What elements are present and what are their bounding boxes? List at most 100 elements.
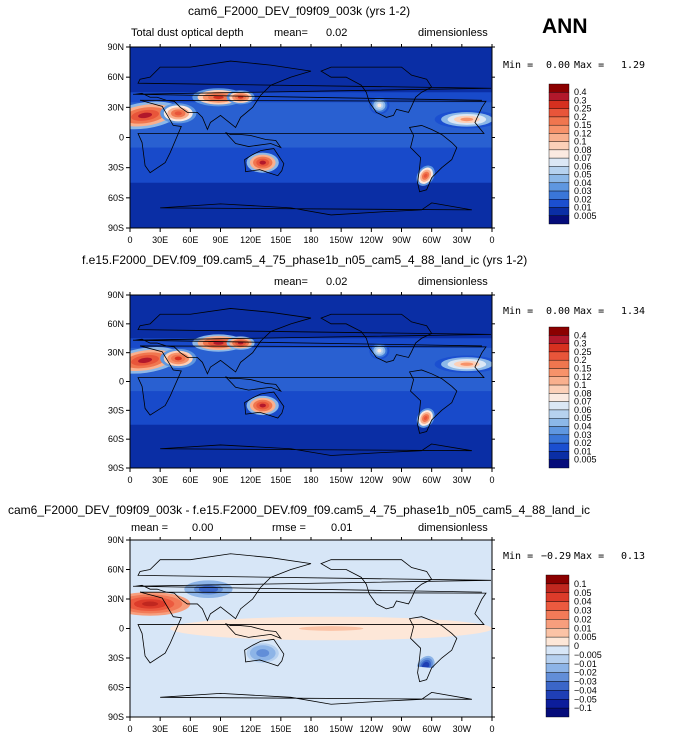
field-contour (138, 112, 153, 119)
coastline (225, 623, 282, 640)
colorbar-label: 0.01 (574, 623, 592, 633)
panel-1-mean-label: mean= (274, 27, 308, 39)
colorbar-swatch (545, 592, 570, 602)
colorbar-label: 0.2 (574, 355, 587, 365)
x-tick-label: 30W (453, 724, 472, 734)
colorbar-swatch (548, 426, 570, 436)
coastline (225, 132, 282, 149)
x-tick-label: 60E (182, 235, 198, 245)
x-tick-label: 30W (453, 475, 472, 485)
panel-2-units: dimensionless (418, 276, 488, 288)
colorbar-label: 0.07 (574, 153, 592, 163)
colorbar-swatch (545, 636, 570, 647)
colorbar-label: −0.04 (574, 685, 597, 695)
colorbar-label: 0.4 (574, 330, 587, 340)
colorbar-swatch (548, 207, 570, 216)
map-panel-3: 0 30E 60E 90E 120E 150E 180 150W 120W 90W 60W 30W 09… (107, 535, 495, 734)
x-tick-label: 120E (240, 724, 261, 734)
y-tick-label: 30S (108, 405, 124, 415)
field-contour (174, 111, 182, 116)
colorbar-swatch (545, 619, 570, 629)
colorbar-label: 0.005 (574, 632, 597, 642)
colorbar-label: 0.3 (574, 95, 587, 105)
map-field (130, 308, 492, 456)
x-tick-label: 60W (422, 724, 441, 734)
colorbar-label: 0.06 (574, 161, 592, 171)
x-tick-label: 180 (303, 475, 318, 485)
coastline (137, 591, 487, 664)
colorbar-swatch (545, 699, 570, 709)
x-tick-label: 0 (489, 235, 494, 245)
colorbar-label: −0.02 (574, 668, 597, 678)
colorbar-label: 0.01 (574, 203, 592, 213)
y-tick-label: 0 (119, 133, 124, 143)
x-tick-label: 150E (270, 475, 291, 485)
colorbar-swatch (548, 83, 570, 93)
coastline (320, 313, 433, 363)
field-contour (237, 341, 244, 345)
x-tick-label: 60W (422, 235, 441, 245)
colorbar-swatch (545, 645, 570, 656)
colorbar-swatch (545, 672, 570, 682)
colorbar-swatch (548, 100, 570, 109)
x-tick-label: 0 (127, 475, 132, 485)
colorbar-swatch (548, 174, 570, 184)
colorbar-label: 0.15 (574, 120, 592, 130)
panel-2-max-label: Max = (574, 306, 605, 317)
colorbar-label: 0.05 (574, 588, 592, 598)
y-tick-label: 60S (108, 193, 124, 203)
field-contour (237, 95, 244, 99)
map-field (130, 553, 492, 705)
colorbar-label: 0.05 (574, 170, 592, 180)
colorbar-swatch (545, 663, 570, 673)
colorbar-label: 0.04 (574, 422, 592, 432)
colorbar-label: 0.1 (574, 380, 587, 390)
x-tick-label: 120W (360, 475, 384, 485)
colorbar-swatch (545, 681, 570, 691)
coastline (160, 202, 472, 216)
panel-3-mean-label: mean = (131, 522, 168, 534)
x-tick-label: 90E (212, 724, 228, 734)
colorbar-swatch (545, 601, 570, 611)
map-panel-2: 0 30E 60E 90E 120E 150E 180 150W 120W 90W 60W 30W 09… (107, 290, 495, 485)
y-tick-label: 90N (107, 290, 124, 300)
colorbar-swatch (548, 368, 570, 377)
y-tick-label: 60N (107, 72, 124, 82)
y-tick-label: 30N (107, 348, 124, 358)
colorbar-swatch (548, 215, 570, 225)
y-tick-label: 90S (108, 223, 124, 233)
colorbar-label: 0.07 (574, 397, 592, 407)
y-tick-label: 60N (107, 319, 124, 329)
x-tick-label: 90W (392, 235, 411, 245)
colorbar-swatch (548, 409, 570, 419)
colorbar-swatch (548, 351, 570, 361)
panel-1-min-value: 0.00 (546, 60, 571, 71)
colorbar-label: 0.25 (574, 104, 592, 114)
x-tick-label: 150E (270, 235, 291, 245)
y-tick-label: 90S (108, 712, 124, 722)
y-tick-label: 30N (107, 594, 124, 604)
colorbar-swatch (548, 335, 570, 344)
colorbar-label: 0.08 (574, 145, 592, 155)
coastline (244, 391, 285, 419)
field-contour (423, 663, 428, 668)
coastline (225, 376, 282, 392)
field-contour (142, 601, 159, 607)
colorbar-swatch (545, 707, 570, 718)
x-tick-label: 150W (329, 235, 353, 245)
colorbar-swatch (548, 343, 570, 353)
colorbar-label: 0.03 (574, 430, 592, 440)
y-tick-label: 60N (107, 565, 124, 575)
colorbar-swatch (548, 141, 570, 151)
colorbar-label: 0.04 (574, 597, 592, 607)
x-tick-label: 60W (422, 475, 441, 485)
coastline (408, 125, 458, 193)
x-tick-label: 150W (329, 724, 353, 734)
colorbar-swatch (548, 393, 570, 402)
x-tick-label: 60E (182, 475, 198, 485)
coastline (320, 559, 433, 610)
colorbar-swatch (548, 434, 570, 444)
x-tick-label: 90E (212, 475, 228, 485)
x-tick-label: 30E (152, 475, 168, 485)
coastline (137, 99, 487, 174)
